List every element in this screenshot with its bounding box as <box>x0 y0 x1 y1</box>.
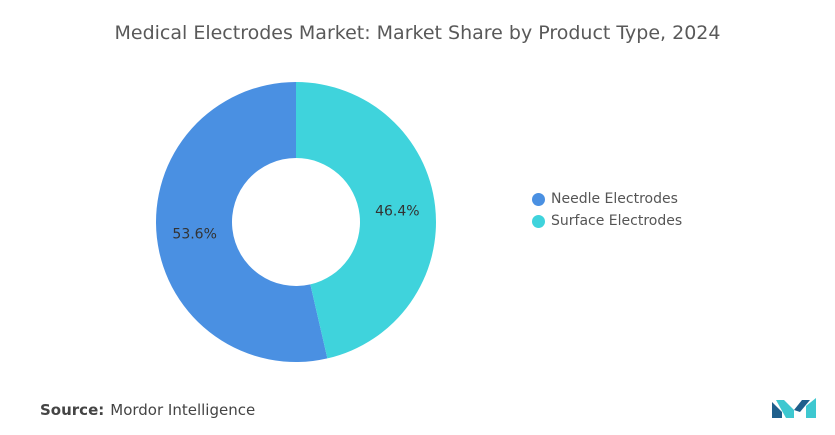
legend-item-needle-electrodes: Needle Electrodes <box>532 188 682 210</box>
chart-title: Medical Electrodes Market: Market Share … <box>114 22 721 44</box>
data-label-needle-electrodes: 53.6% <box>172 227 216 243</box>
chart-legend: Needle Electrodes Surface Electrodes <box>532 188 682 232</box>
source-note: Source: Mordor Intelligence <box>40 401 255 419</box>
legend-swatch-surface-electrodes <box>532 214 545 228</box>
slice-surface-electrodes <box>296 82 437 359</box>
mordor-intelligence-logo-icon <box>772 398 816 418</box>
legend-label-surface-electrodes: Surface Electrodes <box>551 213 683 229</box>
source-text: Mordor Intelligence <box>110 401 256 419</box>
data-label-surface-electrodes: 46.4% <box>375 203 419 219</box>
legend-label-needle-electrodes: Needle Electrodes <box>551 191 678 207</box>
source-label: Source: <box>40 401 105 419</box>
legend-item-surface-electrodes: Surface Electrodes <box>532 210 682 232</box>
slice-needle-electrodes <box>156 82 328 363</box>
legend-swatch-needle-electrodes <box>532 192 545 206</box>
